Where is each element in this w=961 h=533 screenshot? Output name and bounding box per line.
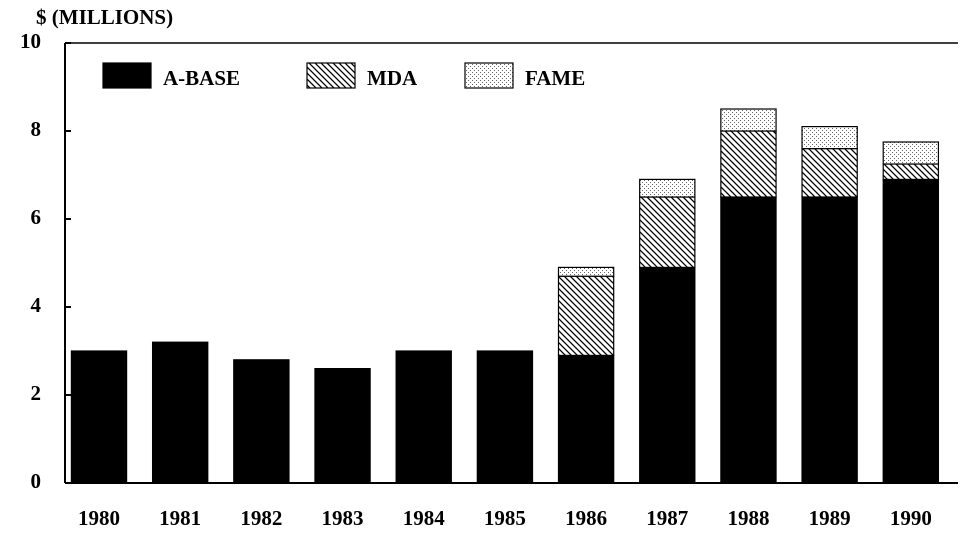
x-tick-label: 1980: [78, 506, 120, 530]
bar-segment: [557, 354, 615, 484]
y-tick-label: 8: [31, 117, 42, 141]
x-tick-label: 1990: [890, 506, 932, 530]
bar-segment: [314, 368, 371, 484]
bar-segment: [882, 141, 940, 165]
legend-label: MDA: [367, 66, 418, 90]
bar-segment: [233, 359, 290, 484]
bar-segment: [801, 148, 858, 198]
bar-segment: [476, 350, 534, 484]
bar-segment: [639, 196, 696, 269]
bar-segment: [882, 178, 940, 484]
bar-segment: [720, 108, 777, 132]
bar-segment: [639, 178, 696, 198]
chart-title: $ (MILLIONS): [36, 5, 173, 29]
bar-segment: [557, 275, 615, 357]
legend-swatch: [306, 62, 356, 89]
x-tick-label: 1983: [322, 506, 364, 530]
x-tick-label: 1984: [403, 506, 446, 530]
bar-segment: [720, 196, 777, 484]
legend-swatch: [102, 62, 152, 89]
x-tick-label: 1981: [159, 506, 201, 530]
legend-swatch: [464, 62, 514, 89]
x-tick-label: 1986: [565, 506, 607, 530]
bar-segment: [557, 266, 615, 277]
x-tick-label: 1989: [809, 506, 851, 530]
bar-segment: [720, 130, 777, 198]
legend-label: FAME: [525, 66, 585, 90]
y-tick-label: 6: [31, 205, 42, 229]
bar-segment: [882, 163, 940, 180]
x-tick-label: 1987: [646, 506, 688, 530]
bar-segment: [801, 196, 858, 484]
bar-segment: [70, 350, 128, 484]
y-tick-label: 4: [31, 293, 42, 317]
bar-segment: [801, 125, 858, 150]
y-tick-label: 2: [31, 381, 42, 405]
bar-segment: [639, 266, 696, 484]
bar-segment: [395, 350, 452, 484]
bar-segment: [151, 341, 209, 484]
x-tick-label: 1982: [240, 506, 282, 530]
x-tick-label: 1985: [484, 506, 526, 530]
x-tick-label: 1988: [727, 506, 769, 530]
legend-label: A-BASE: [163, 66, 240, 90]
y-tick-label: 10: [20, 29, 41, 53]
y-tick-label: 0: [31, 469, 42, 493]
